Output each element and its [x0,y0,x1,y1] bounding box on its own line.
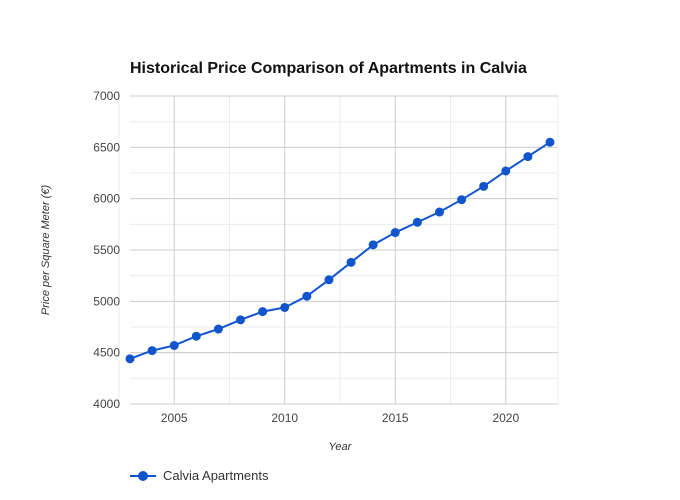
chart-title: Historical Price Comparison of Apartment… [130,60,527,77]
data-point[interactable] [346,257,356,267]
data-point[interactable] [236,315,246,325]
data-point[interactable] [213,324,223,334]
x-tick-label: 2005 [161,411,188,425]
data-point[interactable] [147,346,157,356]
grid [118,95,559,405]
data-point[interactable] [169,340,179,350]
data-point[interactable] [412,217,422,227]
x-tick-label: 2015 [382,411,409,425]
y-tick-label: 6000 [93,192,120,206]
series-group [125,137,555,364]
data-point[interactable] [258,307,268,317]
y-tick-label: 4500 [93,346,120,360]
data-point[interactable] [457,195,467,205]
data-point[interactable] [324,275,334,285]
y-axis-ticks: 4000 4500 5000 5500 6000 6500 7000 [93,89,120,411]
data-point[interactable] [280,302,290,312]
data-point[interactable] [479,181,489,191]
data-point[interactable] [434,207,444,217]
y-tick-label: 4000 [93,397,120,411]
data-point[interactable] [390,228,400,238]
data-point[interactable] [545,137,555,147]
data-point[interactable] [523,152,533,162]
y-tick-label: 5000 [93,294,120,308]
y-tick-label: 7000 [93,89,120,103]
data-point[interactable] [302,291,312,301]
x-axis-ticks: 2005 2010 2015 2020 [161,411,520,425]
data-point[interactable] [125,354,135,364]
x-tick-label: 2020 [492,411,519,425]
y-axis-title: Price per Square Meter (€) [40,185,52,316]
data-point[interactable] [501,166,511,176]
x-tick-label: 2010 [271,411,298,425]
legend-label: Calvia Apartments [163,468,269,483]
y-tick-label: 5500 [93,243,120,257]
x-axis-title: Year [329,441,353,453]
data-point[interactable] [368,240,378,250]
y-tick-label: 6500 [93,140,120,154]
legend[interactable]: Calvia Apartments [130,468,269,483]
data-point[interactable] [191,331,201,341]
legend-marker-icon [138,471,148,481]
